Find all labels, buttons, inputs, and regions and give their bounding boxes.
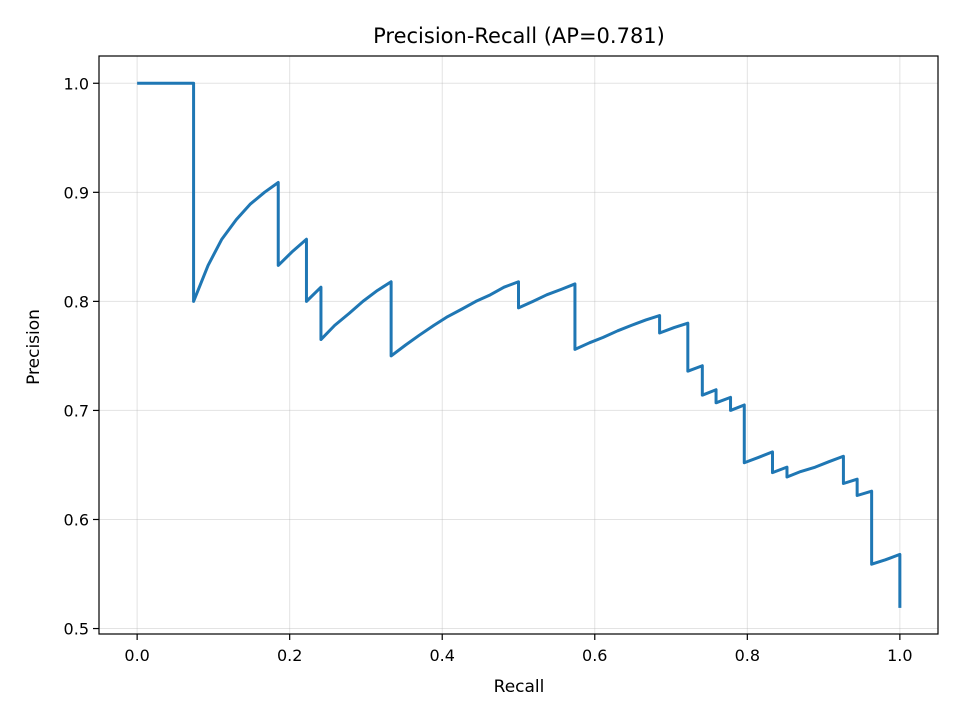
y-tick-label: 0.9 xyxy=(64,183,89,202)
series-layer xyxy=(137,81,902,608)
y-tick-label: 0.8 xyxy=(64,292,89,311)
chart-title: Precision-Recall (AP=0.781) xyxy=(373,24,665,48)
x-tick-label: 0.4 xyxy=(430,646,455,665)
grid-lines xyxy=(99,56,938,634)
x-tick-label: 1.0 xyxy=(887,646,912,665)
x-tick-label: 0.2 xyxy=(277,646,302,665)
x-tick-label: 0.6 xyxy=(582,646,607,665)
x-tick-label: 0.0 xyxy=(124,646,149,665)
y-tick-label: 1.0 xyxy=(64,74,89,93)
y-axis-label: Precision xyxy=(24,309,44,385)
y-tick-label: 0.6 xyxy=(64,510,89,529)
x-axis-label: Recall xyxy=(494,677,545,697)
y-tick-label: 0.7 xyxy=(64,401,89,420)
x-tick-label: 0.8 xyxy=(735,646,760,665)
pr-curve-line xyxy=(137,81,902,608)
plot-frame xyxy=(98,55,939,635)
axis-ticks: 0.0 0.2 0.4 0.6 0.8 1.0 0.5 0.6 0.7 0.8 0.9 1.0 xyxy=(64,74,913,665)
y-tick-label: 0.5 xyxy=(64,620,89,639)
